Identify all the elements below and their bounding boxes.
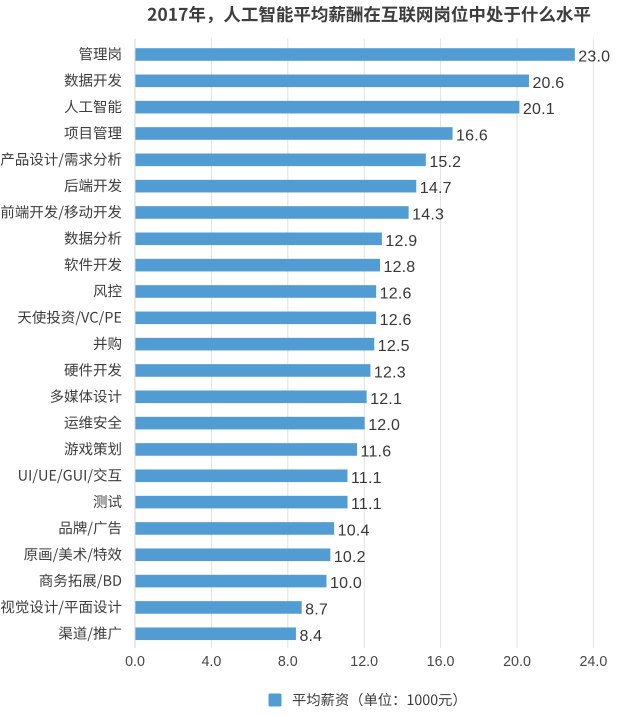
svg-text:14.3: 14.3: [412, 206, 444, 223]
svg-text:12.5: 12.5: [378, 338, 410, 355]
svg-text:12.6: 12.6: [380, 285, 412, 302]
svg-text:12.6: 12.6: [380, 312, 412, 329]
svg-text:0.0: 0.0: [125, 654, 145, 670]
svg-text:12.9: 12.9: [385, 233, 417, 250]
svg-text:12.0: 12.0: [368, 417, 400, 434]
svg-text:4.0: 4.0: [201, 654, 221, 670]
svg-text:15.2: 15.2: [429, 154, 461, 171]
svg-text:16.0: 16.0: [427, 654, 455, 670]
svg-text:12.3: 12.3: [374, 364, 406, 381]
svg-text:16.6: 16.6: [456, 127, 488, 144]
svg-text:10.0: 10.0: [330, 575, 362, 592]
svg-text:20.6: 20.6: [532, 75, 564, 92]
svg-text:12.8: 12.8: [383, 259, 415, 276]
svg-text:11.1: 11.1: [351, 470, 382, 487]
svg-text:10.4: 10.4: [338, 522, 370, 539]
svg-text:11.1: 11.1: [351, 496, 382, 513]
svg-text:24.0: 24.0: [579, 654, 607, 670]
svg-text:20.1: 20.1: [523, 101, 555, 118]
svg-text:20.0: 20.0: [503, 654, 531, 670]
svg-text:14.7: 14.7: [420, 180, 452, 197]
svg-text:8.7: 8.7: [305, 601, 328, 618]
svg-text:12.0: 12.0: [350, 654, 378, 670]
svg-text:11.6: 11.6: [361, 443, 392, 460]
svg-text:8.0: 8.0: [278, 654, 298, 670]
svg-text:23.0: 23.0: [578, 49, 610, 66]
svg-text:12.1: 12.1: [370, 391, 402, 408]
svg-text:10.2: 10.2: [334, 549, 366, 566]
svg-text:8.4: 8.4: [299, 628, 322, 645]
